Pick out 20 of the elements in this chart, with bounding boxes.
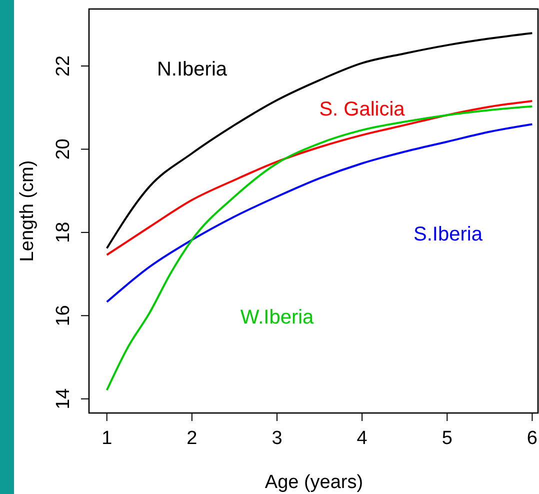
y-tick-label: 22 xyxy=(53,55,74,77)
y-tick-label: 16 xyxy=(53,305,74,326)
x-tick-label: 5 xyxy=(442,428,452,449)
y-axis-title: Length (cm) xyxy=(17,160,38,262)
x-tick-label: 4 xyxy=(356,428,368,449)
y-tick-label: 20 xyxy=(53,138,74,160)
text: W.Iberia xyxy=(240,306,315,328)
line-series xyxy=(106,32,534,250)
series-label: S. Galicia xyxy=(319,98,406,120)
x-axis-title: Age (years) xyxy=(264,472,364,493)
text: S.Iberia xyxy=(414,223,484,246)
x-tick-label: 3 xyxy=(272,428,282,449)
x-tick-label: 2 xyxy=(186,428,198,449)
text: N.Iberia xyxy=(156,58,228,80)
y-tick-label: 18 xyxy=(53,222,74,243)
x-tick-label: 6 xyxy=(526,428,538,449)
y-tick-label: 14 xyxy=(53,388,74,410)
line-series xyxy=(106,100,534,256)
x-tick-label: 1 xyxy=(102,428,112,449)
line-series xyxy=(106,123,534,303)
